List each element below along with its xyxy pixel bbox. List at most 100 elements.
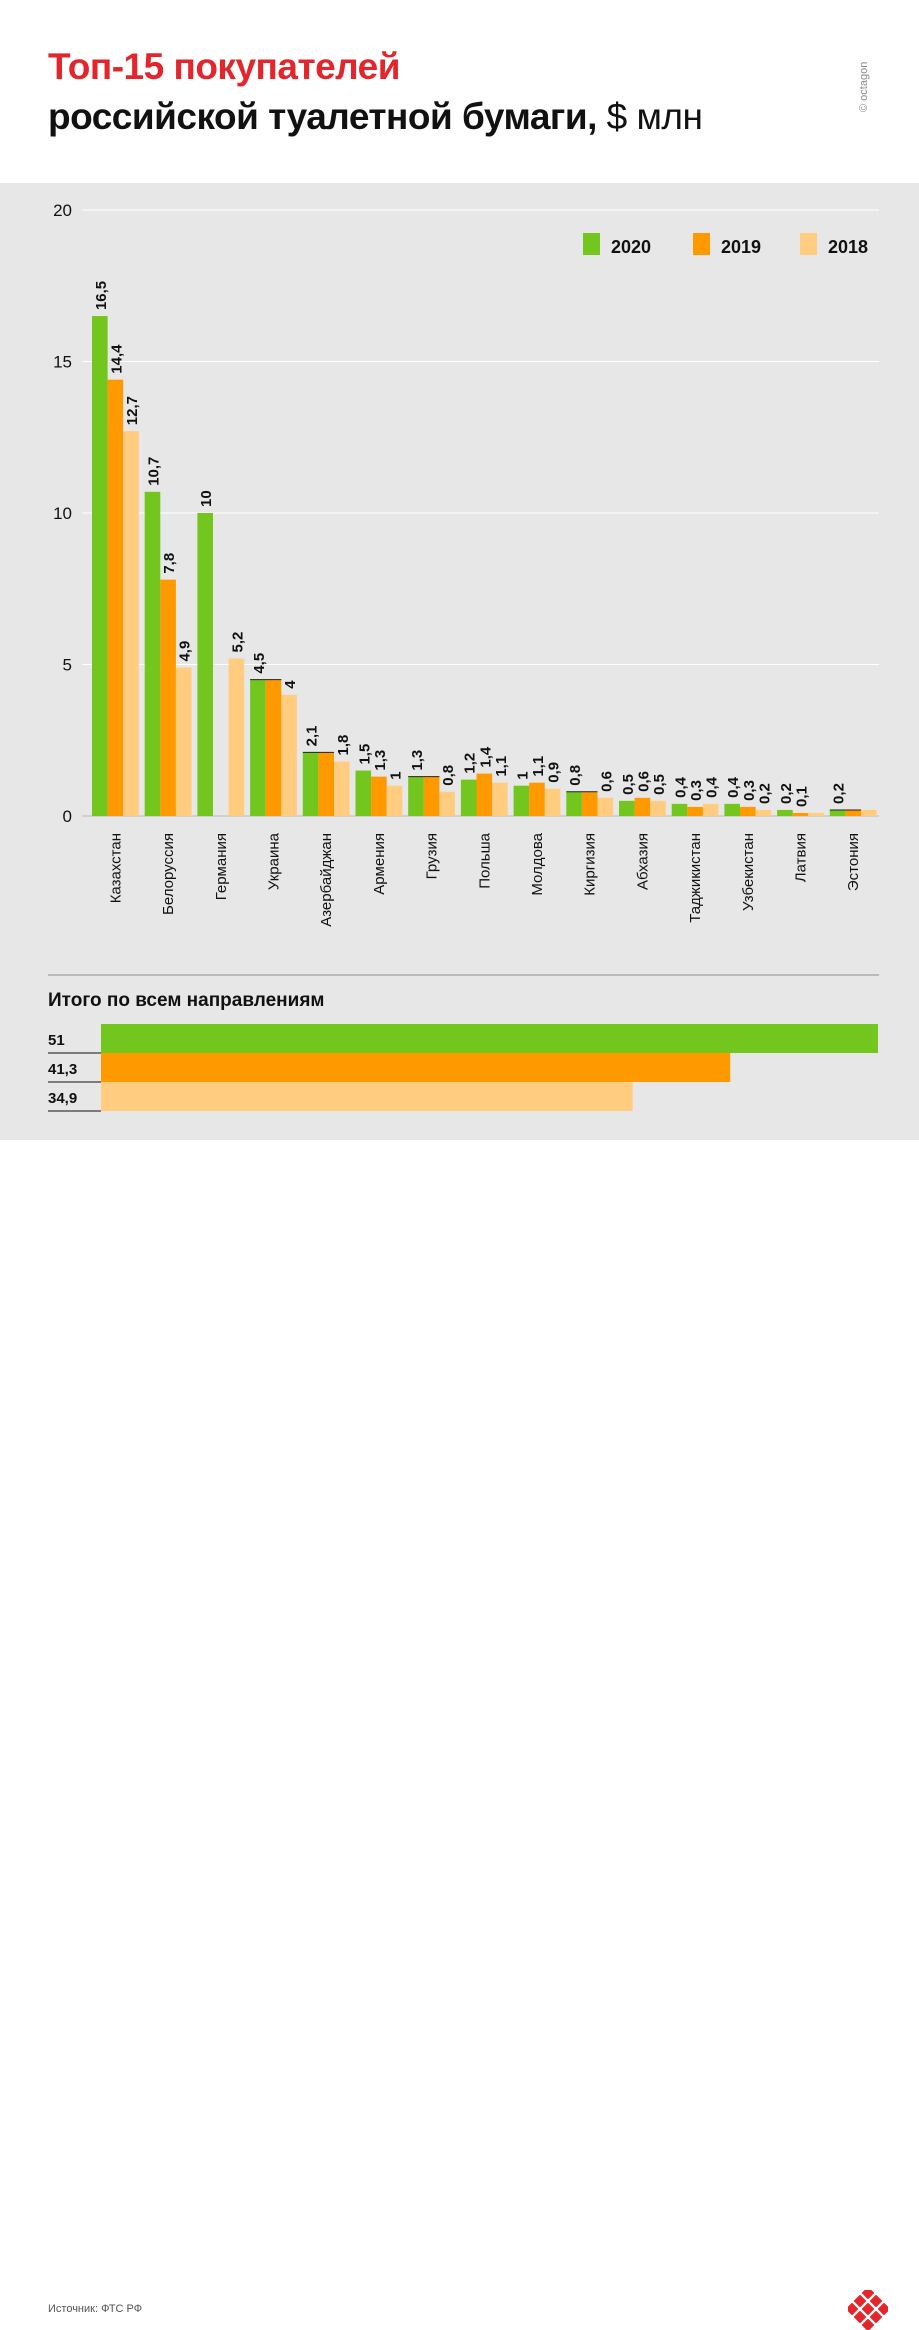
bar-2018 <box>175 667 192 816</box>
data-label: 14,4 <box>108 344 125 374</box>
data-label: 1 <box>388 771 405 779</box>
logo-diamond <box>869 2294 883 2308</box>
logo-diamond <box>877 2302 888 2316</box>
y-tick-label: 15 <box>53 353 72 372</box>
category-label: Таджикистан <box>687 833 704 923</box>
data-label: 1,4 <box>477 746 494 768</box>
bar-2019 <box>581 791 598 816</box>
bar-2018 <box>123 431 139 816</box>
total-value-label: 34,9 <box>48 1090 77 1107</box>
bar-2019 <box>634 797 651 816</box>
category-label: Казахстан <box>107 833 124 903</box>
bar-2018 <box>808 812 824 816</box>
data-label: 0,4 <box>704 776 721 798</box>
category-label: Молдова <box>529 832 546 895</box>
data-label: 0,6 <box>635 771 652 792</box>
data-label: 0,4 <box>725 776 742 798</box>
total-bar-2018 <box>101 1082 633 1111</box>
category-label: Абхазия <box>634 833 651 890</box>
data-label: 0,2 <box>778 783 795 804</box>
title-line1: Топ-15 покупателей <box>48 46 401 87</box>
data-label: 0,8 <box>440 765 457 786</box>
y-tick-label: 20 <box>53 201 72 220</box>
bar-2020 <box>460 779 477 816</box>
bar-2019 <box>792 812 809 816</box>
bar-2018 <box>492 782 508 816</box>
legend-label: 2019 <box>721 237 761 257</box>
category-label: Армения <box>371 833 388 895</box>
data-label: 0,4 <box>673 776 690 798</box>
logo-diamond <box>861 2290 875 2300</box>
bar-2020 <box>408 776 424 816</box>
bar-2018 <box>334 761 350 816</box>
bar-2018 <box>755 809 772 816</box>
data-label: 1,2 <box>462 753 479 774</box>
category-label: Германия <box>213 833 230 900</box>
bar-2020 <box>92 316 108 816</box>
data-label: 10 <box>198 490 215 507</box>
bar-2019 <box>740 806 756 816</box>
data-label: 1,8 <box>335 735 352 756</box>
octagon-logo-icon <box>848 2290 888 2330</box>
legend-swatch-2019 <box>693 233 710 255</box>
footer: Источник: ФТС РФ <box>0 1140 919 2330</box>
bar-2018 <box>702 803 719 816</box>
bar-2018 <box>228 658 245 816</box>
bar-2020 <box>355 770 372 816</box>
bar-2018 <box>386 785 403 816</box>
legend: 2020 2019 2018 <box>583 233 868 257</box>
bar-2020 <box>619 800 635 816</box>
data-label: 7,8 <box>161 553 178 574</box>
y-tick-label: 10 <box>53 504 72 523</box>
category-label: Украина <box>266 832 283 890</box>
data-label: 0,9 <box>546 762 563 783</box>
bar-2019 <box>371 776 387 816</box>
data-label: 1,1 <box>530 756 547 777</box>
bar-2020 <box>671 803 688 816</box>
data-label: 4,5 <box>251 653 268 674</box>
title-unit: $ млн <box>606 96 703 137</box>
data-label: 0,2 <box>756 783 773 804</box>
bar-2018 <box>439 791 455 816</box>
bar-2020 <box>777 809 793 816</box>
logo-diamond <box>848 2302 859 2316</box>
copyright-label: © octagon <box>858 61 870 112</box>
bar-2020 <box>144 491 161 816</box>
logo-diamond <box>869 2310 883 2324</box>
logo-diamond <box>861 2318 875 2330</box>
data-label: 1,3 <box>409 750 426 771</box>
data-label: 4,9 <box>177 641 194 662</box>
data-label: 0,2 <box>831 783 848 804</box>
bar-2018 <box>281 694 297 816</box>
total-value-label: 51 <box>48 1032 65 1049</box>
data-label: 1,5 <box>356 744 373 765</box>
bar-2020 <box>724 803 740 816</box>
bar-2019 <box>160 579 176 816</box>
data-label: 1,1 <box>493 756 510 777</box>
bar-2019 <box>423 776 440 816</box>
bars-layer <box>92 316 877 816</box>
legend-swatch-2020 <box>583 233 600 255</box>
total-bar-2019 <box>101 1053 731 1082</box>
category-label: Латвия <box>793 833 810 882</box>
bar-2020 <box>566 791 582 816</box>
data-label: 2,1 <box>304 726 321 747</box>
bar-2019 <box>476 773 493 816</box>
legend-swatch-2018 <box>800 233 817 255</box>
bar-2018 <box>544 788 561 816</box>
bar-2018 <box>861 809 877 816</box>
data-label: 0,6 <box>598 771 615 792</box>
total-value-label: 41,3 <box>48 1061 77 1078</box>
bar-2019 <box>265 679 282 816</box>
y-tick-label: 0 <box>63 807 72 826</box>
category-label: Эстония <box>845 833 862 891</box>
logo-diamond <box>853 2294 867 2308</box>
data-label: 0,5 <box>620 774 637 795</box>
data-label: 0,8 <box>567 765 584 786</box>
source-label: Источник: ФТС РФ <box>48 2303 143 2315</box>
bar-2020 <box>302 752 319 816</box>
totals-section: Итого по всем направлениям 51 41,3 34,9 <box>48 974 879 1112</box>
data-label: 0,1 <box>794 786 811 807</box>
title-line2: российской туалетной бумаги, $ млн <box>48 96 703 138</box>
data-label: 16,5 <box>93 281 110 310</box>
